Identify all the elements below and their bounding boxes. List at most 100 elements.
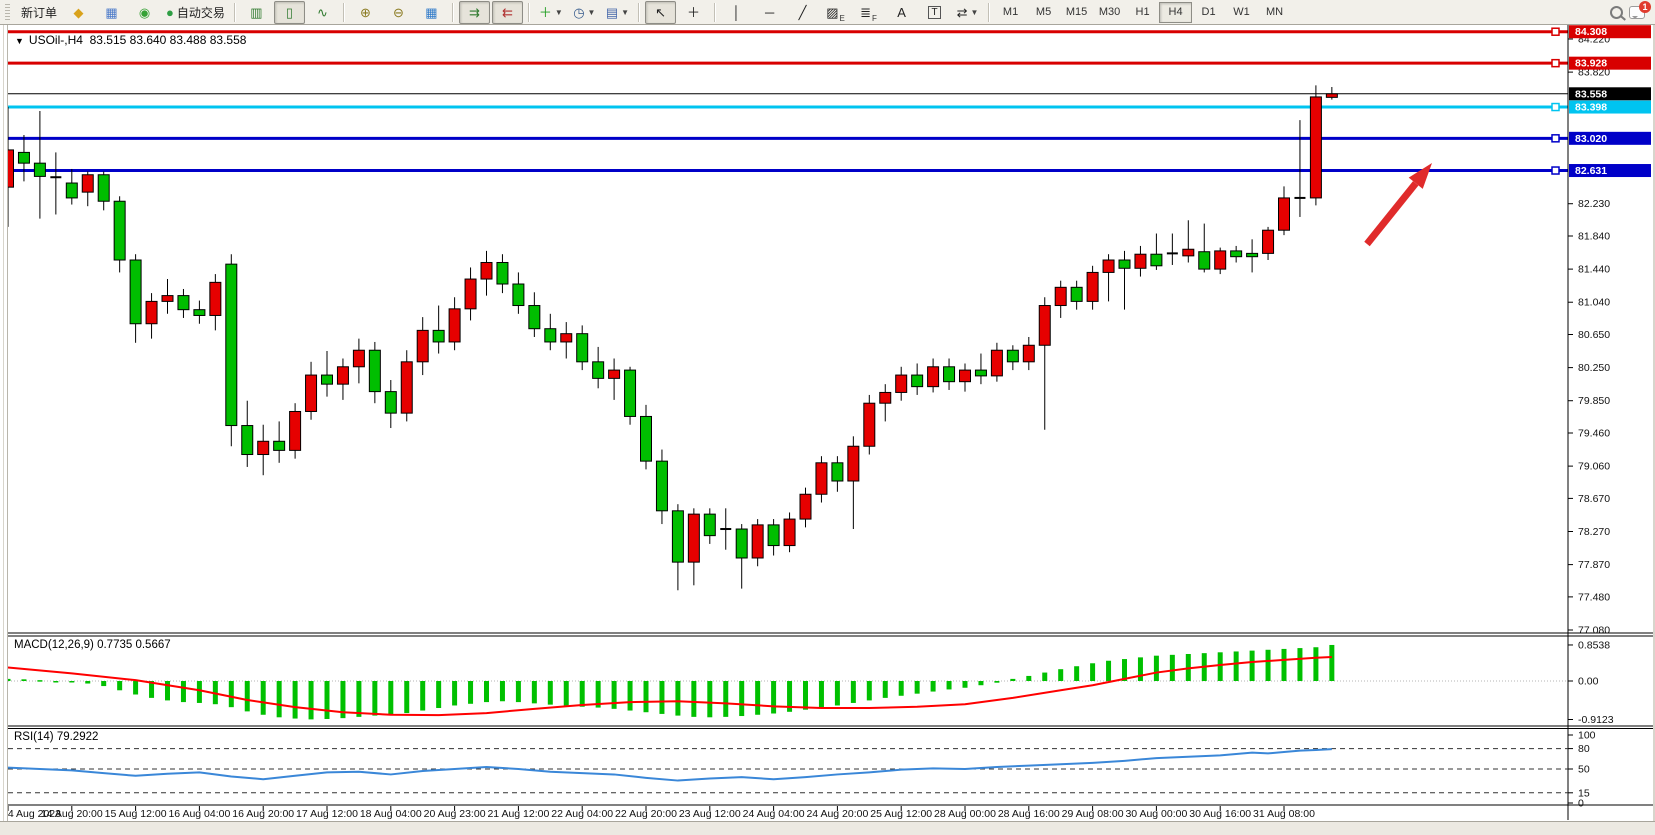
candle-body <box>815 462 828 495</box>
candle-body <box>512 283 525 307</box>
new-order-button[interactable]: 新订单 <box>14 1 61 24</box>
icon-subscript: E <box>839 13 845 23</box>
candle-body <box>113 200 126 261</box>
chart-line-button[interactable]: ∿ <box>307 1 338 24</box>
timeframe-M15[interactable]: M15 <box>1065 6 1088 18</box>
timeframe-H1[interactable]: H1 <box>1135 6 1150 18</box>
time-axis-label: 14 Aug 20:00 <box>41 808 103 820</box>
candle-body <box>1086 271 1099 302</box>
scroll-to-end-button[interactable]: ⇉ <box>458 0 490 24</box>
chevron-down-icon[interactable]: ▼ <box>970 7 979 17</box>
chevron-down-icon[interactable]: ▼ <box>621 7 630 17</box>
vertical-line-button[interactable]: │ <box>721 1 752 24</box>
signals-button[interactable]: ◉ <box>129 1 160 24</box>
fibonacci-button[interactable]: ≣ F <box>853 1 884 24</box>
timeframe-W1[interactable]: W1 <box>1233 6 1250 18</box>
text-button[interactable]: A <box>886 1 917 24</box>
auto-trading-button[interactable]: ● 自动交易 <box>162 1 229 24</box>
search-icon[interactable] <box>1610 5 1623 19</box>
chevron-down-icon[interactable]: ▼ <box>587 7 596 17</box>
text-label-button[interactable]: T <box>919 1 950 24</box>
timeframe-H4[interactable]: H4 <box>1159 1 1193 23</box>
indicators-button[interactable]: ＋ ▼ <box>535 1 567 24</box>
price-tick-label: 79.850 <box>1578 395 1610 407</box>
hline-handle[interactable] <box>1551 27 1560 36</box>
candle-body <box>336 366 349 385</box>
zoom-in-button[interactable]: ⊕ <box>350 1 381 24</box>
macd-indicator-label: MACD(12,26,9) 0.7735 0.5667 <box>14 639 171 651</box>
hline-83.928[interactable] <box>8 58 1568 68</box>
candle-body <box>321 374 333 385</box>
market-watch-button[interactable]: ▦ <box>96 1 127 24</box>
timeframe-MN[interactable]: MN <box>1265 6 1284 18</box>
candle-body <box>624 369 637 417</box>
timeframe-M1[interactable]: M1 <box>1002 6 1019 18</box>
chart-bars-button[interactable]: ▥ <box>241 1 272 24</box>
timeframe-M5[interactable]: M5 <box>1035 6 1052 18</box>
cursor-button[interactable]: ↖ <box>645 0 677 24</box>
price-tick-label: 77.870 <box>1578 559 1610 571</box>
timeframe-D1[interactable]: D1 <box>1201 6 1216 18</box>
vertical-line-icon: │ <box>732 4 741 20</box>
chart-candles-button[interactable]: ▯ <box>273 0 305 24</box>
svg-text:83.020: 83.020 <box>1575 133 1607 145</box>
annotation-arrow[interactable] <box>1364 163 1432 247</box>
chart-dropdown-icon[interactable]: ▼ <box>15 36 24 46</box>
equidistant-channel-icon: ▨ <box>826 4 839 20</box>
horizontal-line-button[interactable]: ─ <box>754 1 785 24</box>
time-axis-label: 25 Aug 12:00 <box>870 808 932 820</box>
hline-84.308[interactable] <box>8 27 1568 36</box>
zoom-out-button[interactable]: ⊖ <box>383 1 414 24</box>
notification-badge: 1 <box>1639 0 1651 13</box>
candle-body <box>990 349 1003 377</box>
chart-canvas[interactable]: 84.22083.82082.23081.84081.44081.04080.6… <box>0 25 1655 835</box>
hline-83.020[interactable] <box>8 134 1568 143</box>
auto-trading-icon: ● <box>166 4 174 20</box>
chart-title: ▼ USOil-,H4 83.515 83.640 83.488 83.558 <box>15 33 246 47</box>
toolbar-grip[interactable] <box>5 3 10 21</box>
crosshair-button[interactable]: ＋ <box>678 1 709 24</box>
candle-body <box>368 349 381 393</box>
hline-handle[interactable] <box>1551 166 1560 175</box>
candle-body <box>1102 259 1115 273</box>
equidistant-channel-button[interactable]: ▨ E <box>820 1 851 24</box>
tile-windows-button[interactable]: ▦ <box>416 1 447 24</box>
arrows-button[interactable]: ⇄ ▼ <box>952 1 983 24</box>
candle-body <box>1309 96 1322 199</box>
chevron-down-icon[interactable]: ▼ <box>554 7 563 17</box>
indicators-icon: ＋ <box>538 4 552 20</box>
auto-trading-button-label: 自动交易 <box>176 5 225 20</box>
window-right-edge <box>1653 25 1655 821</box>
hline-83.398[interactable] <box>8 102 1568 112</box>
candle-body <box>799 493 812 520</box>
candle-body <box>145 300 158 325</box>
candle-body <box>927 366 940 388</box>
templates-button[interactable]: ▤ ▼ <box>602 1 633 24</box>
candle-body <box>895 374 908 393</box>
chart-shift-button[interactable]: ⇇ <box>491 0 523 24</box>
candle-body <box>1038 305 1051 346</box>
candle-body <box>671 510 684 563</box>
hline-82.631[interactable] <box>8 166 1568 175</box>
candle-body <box>1198 251 1211 270</box>
tile-windows-icon: ▦ <box>425 4 438 20</box>
price-badge-82.631: 82.631 <box>1569 164 1651 178</box>
timeframe-M30[interactable]: M30 <box>1098 6 1121 18</box>
trendline-button[interactable]: ╱ <box>787 1 818 24</box>
hline-handle[interactable] <box>1551 134 1560 143</box>
new-order-button-label: 新订单 <box>21 5 58 20</box>
chart-profiles-button[interactable]: ◆ <box>63 1 94 24</box>
crosshair-icon: ＋ <box>687 4 701 20</box>
price-tick-label: 80.250 <box>1578 362 1610 374</box>
text-label-icon: T <box>928 5 941 19</box>
periods-button[interactable]: ◷ ▼ <box>569 1 600 24</box>
chat-icon[interactable]: 1 <box>1629 0 1651 19</box>
market-watch-icon: ▦ <box>105 4 118 20</box>
window-left-edge <box>0 25 8 821</box>
candle-body <box>1006 349 1019 363</box>
hline-handle[interactable] <box>1551 102 1560 112</box>
time-axis-label: 16 Aug 04:00 <box>168 808 230 820</box>
toolbar-separator <box>527 2 530 22</box>
hline-handle[interactable] <box>1551 58 1560 68</box>
